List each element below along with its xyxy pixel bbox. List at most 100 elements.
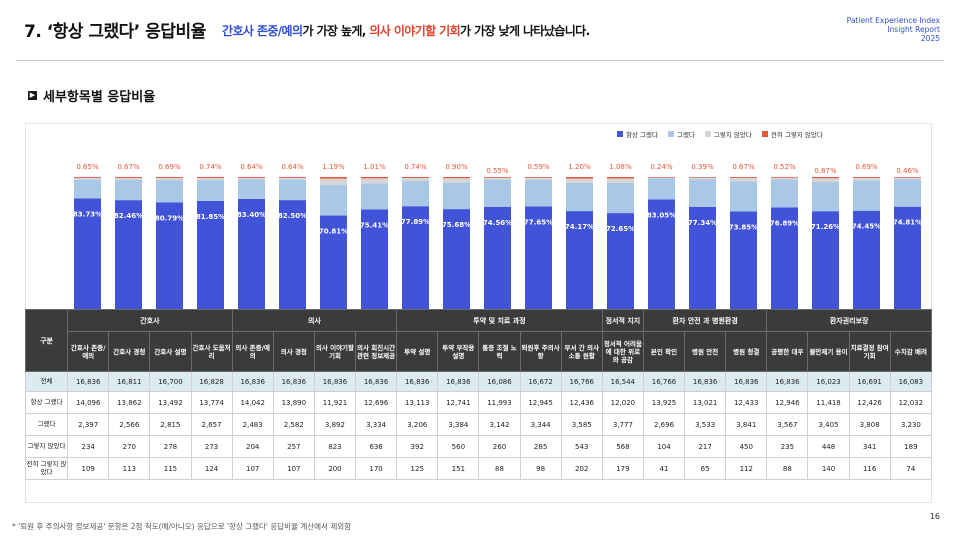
data-label-never: 1.20%	[568, 163, 591, 171]
data-label-always: 83.40%	[237, 211, 266, 219]
table-column-header: 병원 안전	[684, 331, 727, 372]
bar-segment-yes	[566, 182, 593, 212]
table-row: 전혀 그렇지 않았다 109 113 115 124 107 107 200 170 125 151…	[24, 457, 933, 480]
table-cell: 260	[478, 435, 521, 458]
table-corner-label: 구분	[24, 309, 69, 372]
bar-segment-never	[812, 177, 839, 179]
bar-segment-yes	[607, 182, 634, 214]
bar-segment-always	[197, 200, 224, 309]
table-cell: 13,862	[108, 391, 151, 414]
data-label-always: 74.81%	[893, 219, 922, 227]
page-subtitle: 간호사 존중/예의가 가장 높게, 의사 이야기할 기회가 가장 낮게 나타났습…	[222, 22, 590, 39]
table-row: 항상 그랬다 14,096 13,862 13,492 13,774 14,042 13,8…	[24, 391, 933, 414]
table-row-label: 그렇지 않았다	[24, 435, 69, 458]
legend-item-not-so: 그렇지 않았다	[704, 129, 752, 139]
table-cell: 170	[355, 457, 398, 480]
bar-segment-yes	[238, 179, 265, 199]
table-cell: 12,696	[355, 391, 398, 414]
table-cell: 11,993	[478, 391, 521, 414]
table-cell: 341	[848, 435, 891, 458]
table-cell: 2,815	[149, 413, 192, 436]
bar-segment-never	[156, 177, 183, 178]
bar-segment-yes	[689, 179, 716, 207]
bar-segment-always	[238, 198, 265, 309]
table-row: 그랬다 2,397 2,566 2,815 2,657 2,483 2,582 3,892 3,…	[24, 413, 933, 436]
bar-segment-never	[320, 177, 347, 179]
table-cell: 13,492	[149, 391, 192, 414]
table-cell: 560	[437, 435, 480, 458]
table-column-header: 간호사 존중/예의	[67, 331, 110, 372]
bar-segment-never	[115, 177, 142, 178]
table-cell: 11,921	[313, 391, 357, 414]
legend-label-never: 전혀 그렇지 않았다	[770, 131, 823, 139]
legend-item-yes: 그랬다	[667, 129, 695, 139]
data-label-always: 75.41%	[360, 221, 389, 229]
bar-segment-yes	[320, 185, 347, 216]
legend-item-never: 전혀 그렇지 않았다	[761, 129, 823, 139]
bar-segment-never	[279, 177, 306, 178]
table-cell: 16,544	[601, 371, 644, 392]
table-cell: 257	[272, 435, 315, 458]
table-cell: 16,836	[725, 371, 768, 392]
table-cell: 16,811	[108, 371, 151, 392]
legend-label-always: 항상 그랬다	[626, 131, 658, 139]
table-cell: 3,841	[725, 413, 768, 436]
bar-segment-always	[689, 206, 716, 309]
table-column-header: 병원 청결	[725, 331, 768, 372]
legend-swatch-not-so	[704, 131, 711, 137]
legend-swatch-never	[761, 131, 768, 137]
table-body: 전체 16,836 16,811 16,700 16,828 16,836 16,836 16…	[24, 371, 933, 480]
table-cell: 140	[807, 457, 850, 480]
data-label-always: 81.85%	[196, 213, 225, 221]
data-label-never: 1.08%	[609, 163, 632, 171]
table-cell: 179	[601, 457, 644, 480]
table-column-header-row: 간호사 존중/예의 간호사 경청 간호사 설명 간호사 도움처리 의사 존중/예의 의사 …	[26, 331, 933, 372]
table-cell: 16,691	[848, 371, 891, 392]
table-cell: 16,836	[355, 371, 398, 392]
table-column-header: 간호사 도움처리	[190, 331, 233, 372]
data-label-never: 0.69%	[855, 163, 878, 171]
data-label-always: 74.56%	[483, 219, 512, 227]
table-cell: 13,113	[396, 391, 439, 414]
table-column-header: 부서 간 의사소통 원활	[560, 331, 603, 372]
subtitle-highlight-low: 의사 이야기할 기회	[369, 24, 461, 38]
table-cell: 3,230	[889, 413, 933, 436]
bar-segment-never	[361, 177, 388, 179]
table-cell: 12,945	[519, 391, 562, 414]
table-row-label: 항상 그랬다	[24, 391, 69, 414]
table-cell: 16,836	[313, 371, 357, 392]
data-label-always: 77.34%	[688, 219, 717, 227]
bar-segment-yes	[115, 180, 142, 201]
bar-segment-yes	[361, 183, 388, 210]
bar-segment-not-so	[771, 177, 798, 180]
table-cell: 65	[684, 457, 727, 480]
table-cell: 16,828	[190, 371, 233, 392]
data-label-always: 82.50%	[278, 212, 307, 220]
table-cell: 16,836	[272, 371, 315, 392]
data-label-always: 74.17%	[565, 223, 594, 231]
table-cell: 2,397	[67, 413, 110, 436]
table-cell: 568	[601, 435, 644, 458]
table-cell: 88	[478, 457, 521, 480]
bar-segment-yes	[894, 179, 921, 207]
table-cell: 112	[725, 457, 768, 480]
table-cell: 285	[519, 435, 562, 458]
bar-segment-never	[648, 177, 675, 178]
table-cell: 3,206	[396, 413, 439, 436]
table-cell: 823	[313, 435, 357, 458]
stacked-bar-chart: 83.73% 0.65% 82.46% 0.67% 80.79% 0.69% 81.85% 0…	[73, 163, 922, 309]
table-group-header: 환자 안전 과 병원환경	[642, 309, 768, 332]
bar-segment-never	[525, 177, 552, 178]
data-label-never: 0.74%	[404, 163, 427, 171]
table-group-header: 정서적 지지	[601, 309, 644, 332]
table-cell: 273	[190, 435, 233, 458]
table-cell: 235	[766, 435, 809, 458]
table-cell: 3,405	[807, 413, 850, 436]
table-cell: 116	[848, 457, 891, 480]
legend-label-yes: 그랬다	[676, 131, 695, 139]
table-cell: 12,741	[437, 391, 480, 414]
table-column-header: 치료결정 참여기회	[848, 331, 891, 372]
bar-segment-never	[443, 177, 470, 179]
bar-segment-always	[894, 206, 921, 309]
table-cell: 278	[149, 435, 192, 458]
